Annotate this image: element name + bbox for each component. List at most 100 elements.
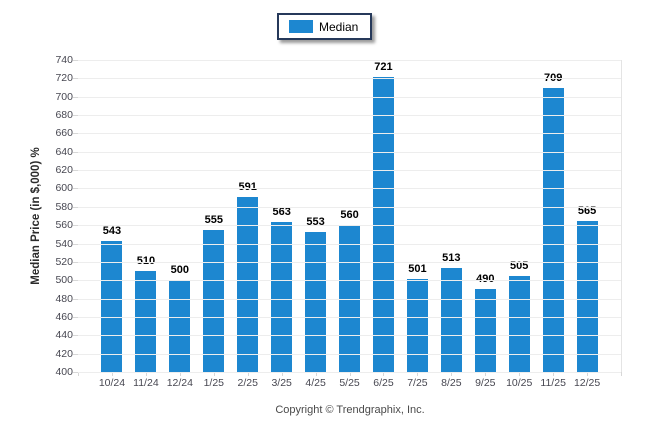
x-axis-tick-label: 8/25 (441, 377, 462, 389)
gridline (78, 206, 621, 208)
y-axis-tick (73, 335, 78, 337)
y-axis-tick (73, 261, 78, 263)
plot-area: 543 10/24 510 11/24 500 12/24 555 1/25 591 2/25 56… (73, 60, 622, 388)
y-axis-tick (73, 170, 78, 172)
bar-11/24 (135, 271, 157, 372)
y-axis-tick (73, 225, 78, 227)
y-axis-tick (73, 372, 78, 373)
gridline (78, 151, 621, 153)
bar-slot: 500 12/24 (163, 60, 197, 388)
bar-10/24 (101, 240, 123, 372)
x-axis-tick (383, 372, 385, 376)
gridline (78, 335, 621, 337)
x-axis-tick (519, 372, 521, 376)
bar-value-label: 721 (374, 61, 393, 74)
x-axis-tick-label: 11/24 (133, 377, 159, 389)
gridline (78, 188, 621, 190)
x-axis-tick-label: 10/25 (506, 377, 533, 389)
y-axis-tick-label: 500 (55, 273, 73, 286)
x-axis-tick-label: 5/25 (339, 377, 360, 389)
y-axis-tick-label: 720 (55, 72, 73, 85)
bar-value-label: 505 (510, 259, 529, 272)
y-axis-tick-label: 620 (55, 163, 73, 176)
gridline (78, 243, 621, 245)
y-axis-tick (73, 298, 78, 300)
y-axis-tick (73, 151, 78, 153)
bar-value-label: 501 (408, 263, 427, 276)
x-axis-tick-label: 11/25 (540, 377, 566, 389)
y-axis-tick-label: 660 (55, 127, 73, 140)
bar-value-label: 513 (442, 252, 461, 265)
y-axis-tick (73, 133, 78, 135)
y-axis-tick (73, 316, 78, 318)
x-axis-tick (553, 372, 555, 376)
y-axis-tick (73, 243, 78, 245)
y-axis-tick-label: 440 (55, 329, 73, 342)
gridline (78, 96, 621, 98)
bar-slot: 563 3/25 (265, 60, 299, 388)
gridline (78, 60, 621, 61)
x-axis-tick (179, 372, 181, 376)
x-axis-tick (213, 372, 215, 376)
bar-value-label: 500 (170, 264, 190, 277)
bar-slot: 709 11/25 (536, 60, 570, 388)
y-axis-tick-label: 700 (55, 90, 73, 103)
x-axis-tick (417, 372, 419, 376)
bar-value-label: 565 (577, 204, 597, 217)
bar-slot: 721 6/25 (367, 60, 401, 388)
bar-slot: 513 8/25 (434, 60, 468, 388)
y-axis-tick (73, 188, 78, 190)
bar-slot: 555 1/25 (197, 60, 231, 388)
bar-12/25 (576, 220, 598, 372)
bar-value-label: 555 (204, 213, 223, 226)
legend-label-median: Median (319, 19, 359, 34)
bar-3/25 (271, 222, 293, 372)
bar-slot: 560 5/25 (333, 60, 367, 388)
y-axis-tick (73, 115, 78, 117)
bar-8/25 (440, 268, 462, 372)
bar-value-label: 543 (102, 224, 122, 237)
bar-value-label: 490 (476, 274, 494, 285)
bars-row: 543 10/24 510 11/24 500 12/24 555 1/25 591 2/25 56… (78, 60, 622, 388)
bar-7/25 (406, 279, 428, 372)
legend: Median (277, 13, 373, 40)
y-axis-tick-label: 400 (55, 365, 73, 378)
y-axis-tick (73, 206, 78, 208)
x-axis-corner-tick (78, 372, 79, 376)
y-axis-tick-label: 560 (55, 218, 73, 231)
y-axis-tick-label: 600 (55, 182, 73, 195)
x-axis-tick (451, 372, 453, 376)
bar-value-label: 553 (306, 215, 325, 228)
y-axis-tick (73, 78, 78, 80)
y-axis-tick (73, 60, 78, 61)
y-axis-tick (73, 96, 78, 98)
x-axis-tick (349, 372, 351, 376)
y-axis-tick-label: 540 (55, 237, 73, 250)
bar-9/25 (474, 289, 496, 372)
x-axis-tick-label: 4/25 (305, 377, 326, 389)
y-axis-tick-label: 680 (55, 108, 73, 121)
bar-4/25 (305, 231, 327, 372)
bar-slot: 510 11/24 (129, 60, 163, 388)
gridline (78, 115, 621, 117)
gridline (78, 170, 621, 172)
bar-slot: 591 2/25 (231, 60, 265, 388)
x-axis-tick-label: 1/25 (203, 377, 224, 389)
x-axis-tick-label: 12/24 (166, 377, 193, 389)
bar-value-label: 591 (238, 180, 257, 193)
x-axis-tick-label: 6/25 (373, 377, 394, 389)
y-axis-tick-label: 520 (55, 255, 73, 268)
bar-slot: 490 9/25 (468, 60, 502, 388)
bar-slot: 565 12/25 (570, 60, 604, 388)
gridline (78, 261, 621, 263)
gridline (78, 280, 621, 282)
bar-slot: 505 10/25 (502, 60, 536, 388)
copyright-text: Copyright © Trendgraphix, Inc. (275, 404, 425, 416)
bar-12/24 (169, 280, 191, 372)
gridline (78, 78, 621, 80)
y-axis-tick-label: 580 (55, 200, 73, 213)
x-axis-corner-tick (621, 372, 622, 376)
y-axis-tick-label: 420 (55, 347, 73, 360)
gridline (78, 372, 621, 373)
